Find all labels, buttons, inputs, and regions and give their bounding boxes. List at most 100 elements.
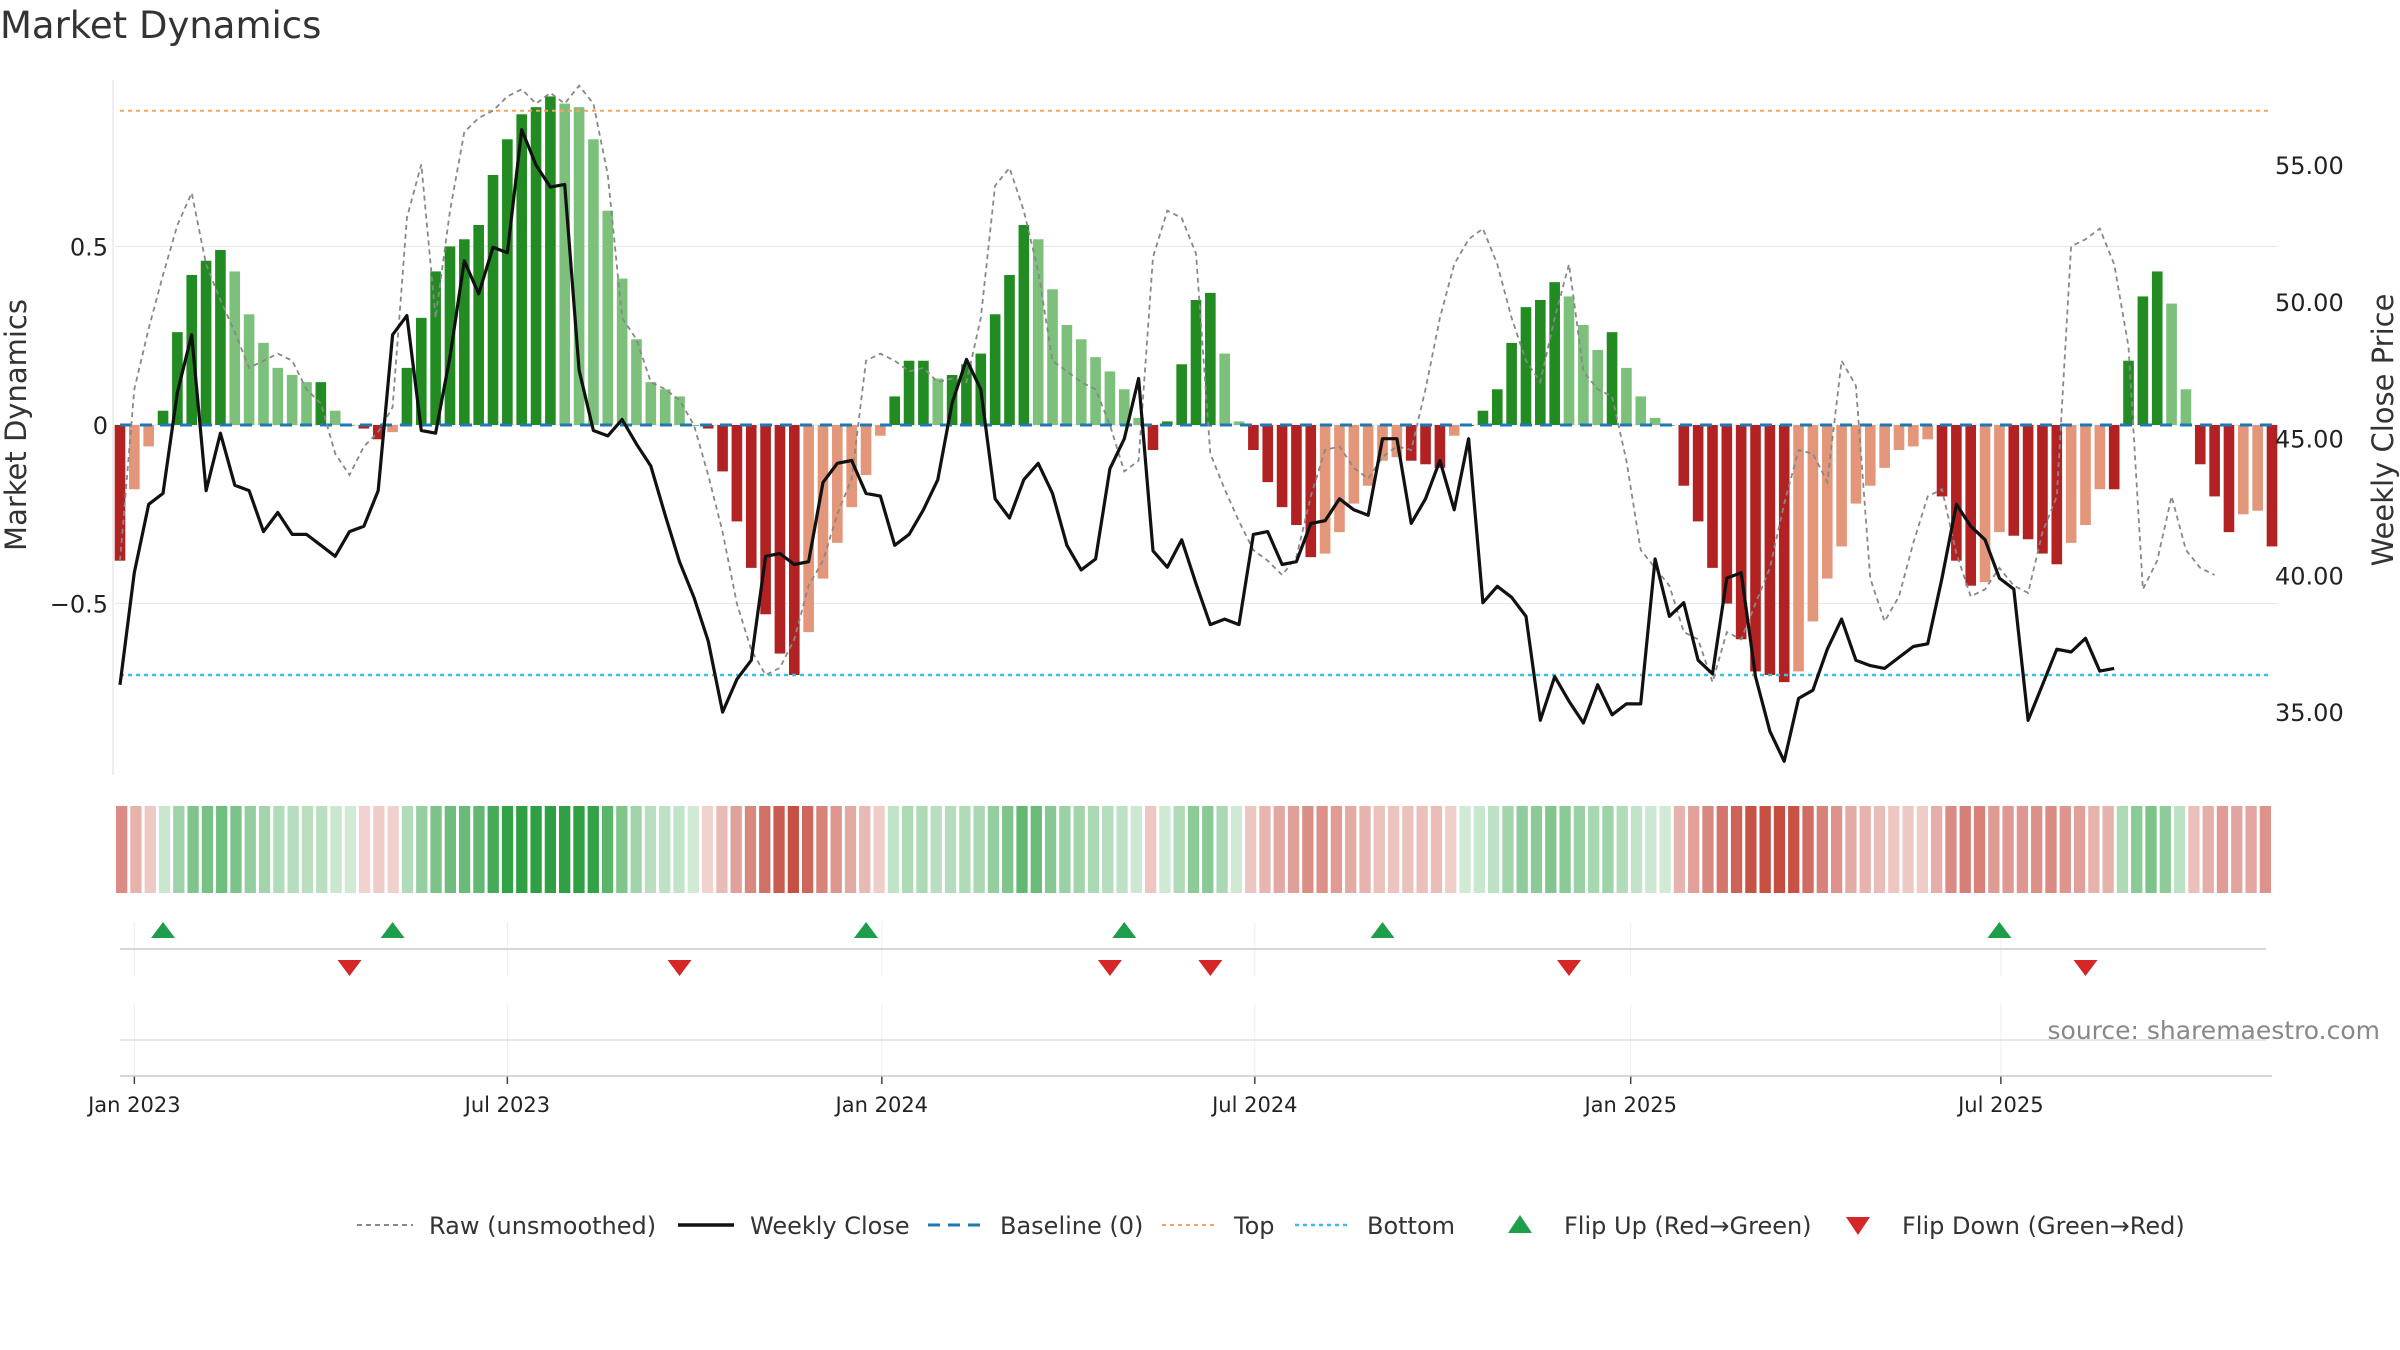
dynamics-bar	[114, 425, 126, 561]
dynamics-bar	[1491, 389, 1503, 425]
dynamics-bar	[788, 425, 800, 675]
left-tick-label: 0.5	[70, 233, 108, 261]
dynamics-bar	[1879, 425, 1890, 468]
heat-cell	[1430, 806, 1443, 893]
heat-cell	[873, 806, 885, 893]
dynamics-bar	[2180, 389, 2192, 425]
dynamics-bar	[502, 139, 513, 426]
heat-cell	[787, 806, 799, 893]
dynamics-bar	[918, 360, 929, 425]
flip-down-marker	[1097, 960, 1122, 976]
flip-markers-panel	[120, 922, 2266, 976]
dynamics-bar	[2037, 425, 2048, 554]
heat-cell	[1245, 806, 1257, 893]
legend-label: Weekly Close	[750, 1212, 910, 1240]
heat-cell	[687, 806, 699, 893]
heat-cell	[1916, 806, 1929, 893]
heat-cell	[987, 806, 1000, 893]
heat-cell	[2159, 806, 2171, 893]
right-tick-label: 45.00	[2275, 426, 2344, 454]
dynamics-bar	[215, 250, 226, 425]
dynamics-bar	[1707, 425, 1718, 568]
heat-cell	[416, 806, 428, 893]
right-axis-label: Weekly Close Price	[2366, 294, 2400, 567]
heat-cell	[273, 806, 285, 893]
heat-cell	[616, 806, 628, 893]
dynamics-bar	[1004, 275, 1015, 425]
heat-cell	[2002, 806, 2014, 893]
dynamics-bar	[1147, 425, 1159, 450]
dynamics-bar	[2094, 425, 2106, 490]
heat-cell	[1316, 806, 1328, 893]
right-tick-label: 55.00	[2275, 152, 2344, 180]
dynamics-bar	[717, 425, 728, 472]
heat-cell	[1044, 806, 1057, 893]
legend-label: Flip Up (Red→Green)	[1564, 1212, 1812, 1240]
dynamics-bar	[1951, 425, 1962, 561]
heat-cell	[216, 806, 228, 893]
x-tick-label: Jan 2024	[834, 1093, 929, 1117]
dynamics-bar	[1090, 357, 1101, 425]
dynamics-bar	[129, 425, 140, 490]
x-tick-label: Jul 2023	[463, 1093, 550, 1117]
dynamics-bar	[932, 378, 944, 425]
heat-cell	[1773, 806, 1786, 893]
dynamics-bar	[1592, 350, 1604, 425]
heat-cell	[1759, 806, 1771, 893]
dynamics-bar	[875, 425, 886, 436]
dynamics-bar	[1678, 425, 1690, 486]
dynamics-bar	[2151, 271, 2163, 425]
dynamics-bar	[545, 96, 556, 425]
heat-cell	[1688, 806, 1700, 893]
dynamics-bar	[903, 360, 915, 425]
heat-cell	[1002, 806, 1014, 893]
flip-up-marker	[854, 922, 879, 938]
heat-cell	[1716, 806, 1728, 893]
flip-down-marker	[1198, 960, 1223, 976]
dynamics-bar	[1836, 425, 1847, 547]
heat-cell	[1073, 806, 1085, 893]
heat-cell	[1659, 806, 1671, 893]
heat-cell	[1602, 806, 1614, 893]
dynamics-bar	[774, 425, 786, 654]
dynamics-bar	[702, 425, 714, 429]
dynamics-bar	[1936, 425, 1948, 497]
dynamics-bar	[645, 382, 657, 425]
heat-cell	[2045, 806, 2057, 893]
heat-cell	[973, 806, 985, 893]
dynamics-bar	[200, 260, 212, 425]
dynamics-bar	[229, 271, 241, 425]
heat-cell	[559, 806, 571, 893]
heat-cell	[773, 806, 785, 893]
flip-up-marker	[1112, 922, 1137, 938]
heat-cell	[2188, 806, 2200, 893]
x-tick-label: Jul 2025	[1956, 1093, 2043, 1117]
dynamics-bar	[1778, 425, 1790, 683]
dynamics-bar	[301, 382, 312, 425]
heat-cell	[173, 806, 185, 893]
dynamics-bar	[1405, 425, 1417, 461]
heat-cell	[2073, 806, 2086, 893]
dynamics-bar	[459, 239, 470, 425]
heat-cell	[1545, 806, 1557, 893]
heat-cell	[201, 806, 214, 893]
heat-cell	[2259, 806, 2271, 893]
dynamics-bar	[272, 367, 284, 425]
heat-cell	[701, 806, 714, 893]
heat-cell	[1059, 806, 1071, 893]
heat-cell	[759, 806, 771, 893]
heat-cell	[301, 806, 314, 893]
dynamics-bar	[2166, 303, 2177, 425]
dynamics-bar	[1190, 300, 1202, 425]
heat-cell	[401, 806, 414, 893]
heat-cell	[530, 806, 542, 893]
dynamics-bar	[444, 246, 456, 425]
dynamics-bar	[1291, 425, 1302, 525]
dynamics-bar	[1549, 282, 1560, 425]
heat-cell	[1345, 806, 1357, 893]
dynamics-bar	[2266, 425, 2278, 547]
heat-cell	[1459, 806, 1471, 893]
dynamics-bar	[1104, 371, 1116, 425]
heat-cell	[1416, 806, 1428, 893]
dynamics-bar	[2051, 425, 2063, 565]
